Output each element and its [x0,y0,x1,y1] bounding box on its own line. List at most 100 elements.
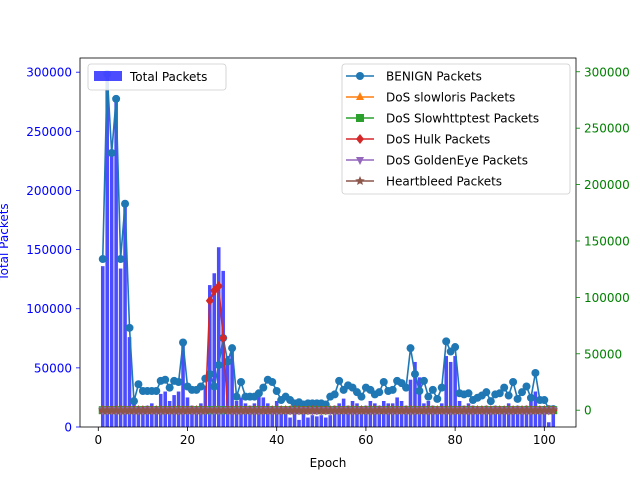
x-tick-label-0: 0 [94,433,102,447]
bar-total-packets-87 [484,405,489,427]
point-benign-packets-70 [406,344,415,353]
point-benign-packets-98 [531,368,540,377]
point-benign-packets-64 [379,377,388,386]
legend-label-heartbleed-packets: Heartbleed Packets [386,175,502,189]
point-benign-packets-92 [504,391,513,400]
bar-total-packets-84 [471,405,475,427]
legend-attack-series: BENIGN Packets DoS slowloris Packets DoS S… [341,63,571,195]
point-benign-packets-39 [268,377,277,386]
point-benign-packets-88 [486,397,495,406]
point-benign-packets-93 [509,377,518,386]
point-dos-hulk-packets-25 [205,295,214,306]
bar-total-packets-52 [328,415,333,427]
bar-total-packets-3 [109,151,114,427]
point-benign-packets-9 [134,380,143,389]
bar-total-packets-4 [114,98,118,428]
point-benign-packets-74 [424,392,433,401]
point-benign-packets-100 [540,396,549,405]
point-benign-packets-26 [210,382,219,391]
bar-total-packets-34 [248,405,252,427]
point-benign-packets-80 [451,343,460,352]
legend-label-benign-packets: BENIGN Packets [386,70,482,84]
bar-total-packets-19 [181,344,185,427]
y-right-tick-label-100000: 100000 [584,291,630,305]
bar-total-packets-91 [502,410,506,427]
bar-total-packets-96 [524,405,529,427]
y-right-tick-label-250000: 250000 [584,122,630,136]
y-left-tick-label-100000: 100000 [26,302,72,316]
bar-total-packets-46 [301,412,306,427]
plot-frame [79,57,577,428]
point-benign-packets-37 [259,383,268,392]
bar-total-packets-89 [493,405,498,427]
point-benign-packets-3 [107,148,116,157]
point-benign-packets-36 [254,389,263,398]
bar-total-packets-76 [435,412,440,427]
bar-total-packets-71 [413,361,417,427]
bar-total-packets-78 [444,356,448,427]
bar-total-packets-48 [310,415,315,427]
bar-total-packets-7 [127,337,132,427]
bar-total-packets-2 [105,74,109,427]
x-tick-label-40: 40 [269,433,284,447]
point-benign-packets-6 [121,199,130,208]
point-dos-hulk-packets-28 [219,332,228,343]
bar-total-packets-22 [194,406,199,427]
y-right-tick-label-150000: 150000 [584,234,630,248]
bar-total-packets-69 [404,405,408,427]
legend-label-total-packets: Total Packets [129,70,207,84]
bar-total-packets-11 [145,405,150,427]
point-benign-packets-96 [522,382,531,391]
bar-total-packets-80 [453,356,457,427]
point-benign-packets-23 [196,382,205,391]
bar-total-packets-100 [542,412,547,427]
bar-total-packets-102 [551,410,556,427]
bar-total-packets-90 [497,412,502,427]
bar-total-packets-95 [520,410,524,427]
y-axis-label-left: Total Packets [0,203,11,281]
bar-total-packets-21 [190,405,194,427]
y-right-tick-label-50000: 50000 [584,347,622,361]
bar-total-packets-39 [270,409,275,427]
point-benign-packets-87 [482,388,491,397]
y-left-tick-label-250000: 250000 [26,125,72,139]
bar-total-packets-5 [118,268,123,427]
point-benign-packets-32 [237,377,246,386]
bar-total-packets-85 [475,410,480,427]
bar-total-packets-70 [408,379,413,427]
legend-marker-dos-hulk-packets [356,134,364,144]
point-benign-packets-72 [415,387,424,396]
bar-total-packets-43 [288,417,292,427]
point-benign-packets-1 [98,255,107,264]
bar-total-packets-42 [283,412,288,427]
legend-marker-benign-packets [356,72,364,80]
point-benign-packets-30 [228,344,237,353]
point-benign-packets-18 [174,377,183,386]
legend-right-box [341,63,571,195]
point-benign-packets-25 [205,370,214,379]
point-benign-packets-31 [232,392,241,401]
point-benign-packets-73 [419,376,428,385]
y-right-tick-label-0: 0 [584,404,592,418]
legend-left-box [87,63,227,91]
y-left-tick-label-200000: 200000 [26,184,72,198]
point-benign-packets-83 [464,389,473,398]
bar-total-packets-25 [208,285,212,427]
bar-total-packets-27 [216,247,221,427]
bar-total-packets-53 [332,405,337,427]
bar-total-packets-56 [346,405,350,427]
x-tick-label-60: 60 [358,433,373,447]
bar-total-packets-50 [319,415,324,427]
axes-layer: 0 20 40 60 80 100 0 50000 100000 150000 200000 2500… [26,65,630,447]
point-benign-packets-77 [437,383,446,392]
bar-total-packets-9 [136,410,141,427]
y-left-tick-label-50000: 50000 [34,361,72,375]
bar-total-packets-72 [417,377,422,427]
bar-total-packets-44 [292,410,297,427]
point-benign-packets-59 [357,392,366,401]
legend-marker-dos-goldeneye-packets [356,157,364,165]
bar-total-packets-47 [306,417,310,427]
point-benign-packets-90 [495,389,504,398]
